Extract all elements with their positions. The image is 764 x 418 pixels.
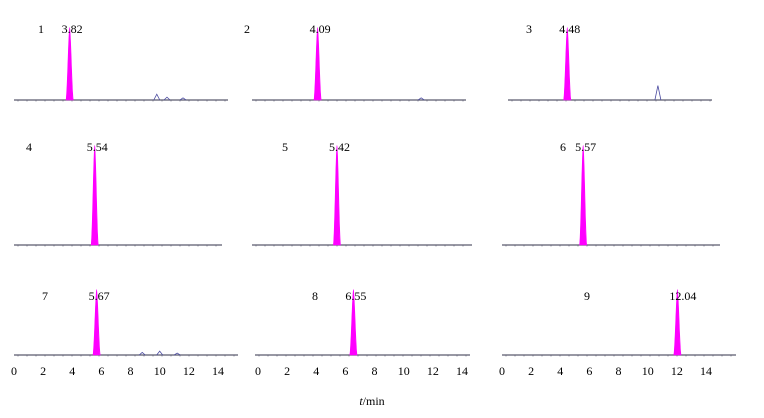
x-tick-label: 14 [700,364,712,378]
chromatogram-panel-6: 6 5.57 [502,140,720,247]
x-tick-label: 4 [557,364,563,378]
retention-time-label: 4.48 [559,22,580,36]
panel-number: 7 [42,289,48,303]
x-tick-label: 12 [183,364,195,378]
x-tick-label: 0 [255,364,261,378]
x-tick-label: 8 [128,364,134,378]
x-tick-label: 2 [528,364,534,378]
x-tick-label: 2 [284,364,290,378]
retention-time-label: 5.67 [89,289,110,303]
peak [65,26,74,101]
x-tick-label: 6 [342,364,348,378]
noise-feature [156,350,164,356]
retention-time-label: 5.42 [329,140,350,154]
retention-time-label: 12.04 [669,289,696,303]
chromatogram-panel-1: 1 3.82 [14,22,228,102]
noise-feature [417,97,425,101]
x-axis-label-symbol: t [359,394,363,408]
retention-time-label: 5.54 [87,140,108,154]
peak [333,144,341,246]
x-axis-label-unit: /min [363,394,385,408]
x-tick-label: 12 [427,364,439,378]
peak [92,288,101,356]
x-tick-label: 8 [372,364,378,378]
x-tick-label: 4 [69,364,75,378]
retention-time-label: 4.09 [310,22,331,36]
panel-number: 5 [282,140,288,154]
panel-number: 3 [526,22,532,36]
peak [90,144,99,246]
chromatogram-panels: 1 3.82 2 4.09 3 4.484 5.54 5 5.42 6 5.577 5.67 8 6.55… [14,22,736,357]
chromatogram-panel-8: 8 6.55 [255,288,470,357]
noise-feature [138,351,146,356]
x-tick-label: 2 [40,364,46,378]
x-tick-label: 0 [499,364,505,378]
noise-feature [153,93,161,101]
x-tick-label: 0 [11,364,17,378]
peak [349,288,358,356]
x-tick-label: 10 [642,364,654,378]
x-tick-label: 8 [616,364,622,378]
chromatogram-panel-2: 2 4.09 [244,22,466,102]
peak [563,26,572,101]
panel-number: 8 [312,289,318,303]
retention-time-label: 3.82 [62,22,83,36]
chromatogram-panel-3: 3 4.48 [508,22,712,102]
x-tick-label: 6 [586,364,592,378]
panel-number: 1 [38,22,44,36]
x-axis-label: t/min [359,394,384,408]
chromatogram-panel-7: 7 5.67 [14,288,238,357]
panel-number: 4 [26,140,32,154]
retention-time-label: 5.57 [575,140,596,154]
peak [579,144,588,246]
retention-time-label: 6.55 [345,289,366,303]
x-tick-label: 6 [98,364,104,378]
x-tick-label: 14 [456,364,468,378]
panel-number: 9 [584,289,590,303]
x-tick-label: 10 [398,364,410,378]
noise-feature [179,97,187,101]
peak [313,26,322,101]
chromatogram-panel-5: 5 5.42 [252,140,472,247]
peak [673,288,682,356]
x-tick-label: 10 [154,364,166,378]
chromatogram-panel-9: 9 12.04 [502,288,736,357]
noise-feature [163,96,171,101]
chromatogram-panel-4: 4 5.54 [14,140,222,247]
x-tick-label: 14 [212,364,224,378]
noise-feature [654,85,662,101]
x-tick-labels: 0 2 4 6 8 10 12 14 0 2 4 6 8 10 12 14 0 2 4 6 8 10 12 14 [11,364,712,378]
panel-number: 6 [560,140,566,154]
panel-number: 2 [244,22,250,36]
x-tick-label: 12 [671,364,683,378]
x-tick-label: 4 [313,364,319,378]
noise-feature [173,352,181,356]
